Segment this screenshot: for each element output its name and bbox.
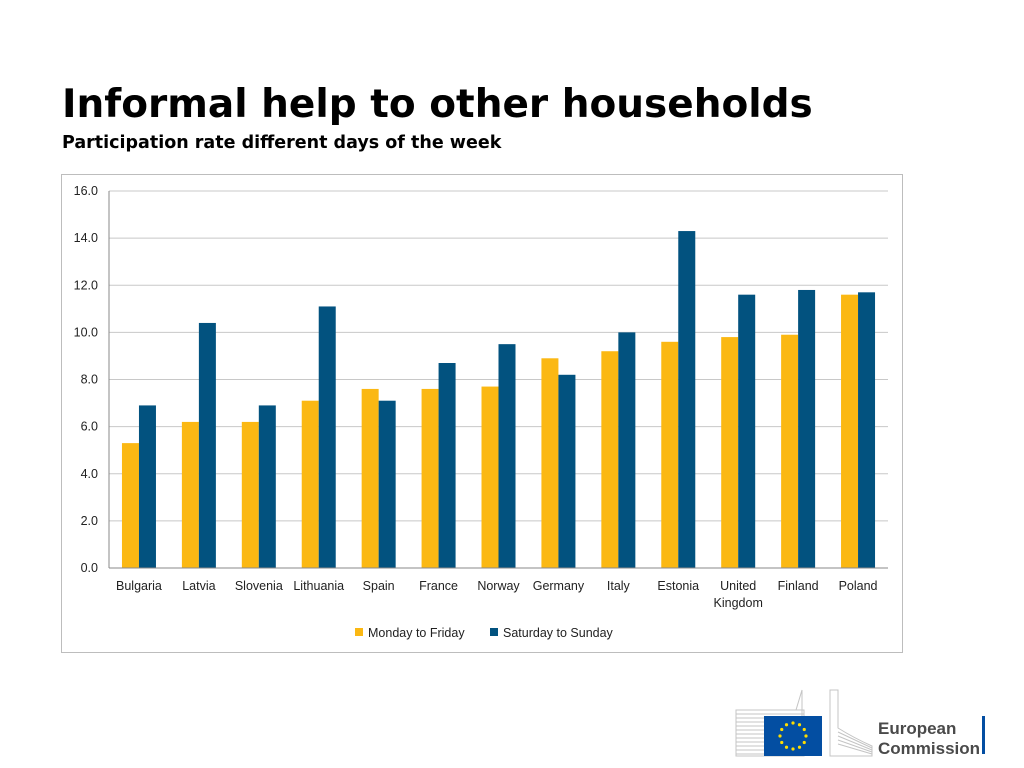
bar-saturday-to-sunday	[558, 374, 576, 568]
x-category-label: Germany	[533, 579, 585, 593]
bar-saturday-to-sunday	[858, 292, 876, 568]
european-commission-logo	[734, 688, 994, 758]
x-category-label: Finland	[778, 579, 819, 593]
bar-saturday-to-sunday	[618, 332, 636, 568]
bar-saturday-to-sunday	[798, 289, 816, 568]
legend-swatch	[355, 628, 363, 636]
x-category-label: Bulgaria	[116, 579, 162, 593]
commission-building-icon	[735, 689, 873, 757]
bar-saturday-to-sunday	[378, 400, 396, 568]
star-icon	[802, 727, 806, 732]
bar-saturday-to-sunday	[258, 405, 276, 568]
bar-monday-to-friday	[421, 388, 439, 568]
slide-subtitle: Participation rate different days of the…	[62, 133, 502, 153]
legend-label: Monday to Friday	[368, 626, 465, 640]
legend-label: Saturday to Sunday	[503, 626, 614, 640]
bar-monday-to-friday	[601, 351, 619, 568]
y-tick-label: 8.0	[81, 373, 98, 387]
x-category-label: Spain	[363, 579, 395, 593]
bar-monday-to-friday	[481, 386, 499, 568]
x-category-label: Lithuania	[293, 579, 344, 593]
bar-saturday-to-sunday	[198, 322, 216, 568]
bar-monday-to-friday	[181, 421, 199, 568]
bar-monday-to-friday	[781, 334, 799, 568]
slide-title: Informal help to other households	[62, 82, 813, 127]
bar-saturday-to-sunday	[738, 294, 756, 568]
bar-monday-to-friday	[661, 341, 679, 568]
x-category-label: Kingdom	[714, 596, 763, 610]
x-category-label: Italy	[607, 579, 631, 593]
y-tick-label: 14.0	[74, 231, 98, 245]
star-icon	[780, 727, 784, 732]
star-icon	[778, 734, 782, 738]
bar-saturday-to-sunday	[318, 306, 336, 568]
bar-saturday-to-sunday	[678, 231, 696, 568]
x-category-label: Estonia	[657, 579, 699, 593]
star-icon	[791, 747, 795, 751]
bar-chart: 0.0 2.0 4.0 6.0 8.0 10.0 12.0 14.0 16.0 Bulgaria L…	[74, 184, 888, 640]
y-tick-label: 2.0	[81, 514, 98, 528]
star-icon	[797, 723, 802, 727]
y-tick-label: 12.0	[74, 278, 98, 292]
star-icon	[802, 740, 806, 745]
star-icon	[804, 734, 808, 738]
bar-monday-to-friday	[121, 443, 139, 568]
star-icon	[784, 745, 789, 749]
bar-saturday-to-sunday	[438, 363, 456, 568]
x-category-label: France	[419, 579, 458, 593]
bar-monday-to-friday	[301, 400, 319, 568]
bar-monday-to-friday	[241, 421, 259, 568]
star-icon	[780, 740, 784, 745]
bar-monday-to-friday	[721, 337, 739, 568]
chart-frame: 0.0 2.0 4.0 6.0 8.0 10.0 12.0 14.0 16.0 Bulgaria L…	[61, 174, 903, 653]
y-tick-label: 6.0	[81, 420, 98, 434]
y-tick-label: 10.0	[74, 325, 98, 339]
x-category-label: Norway	[477, 579, 520, 593]
y-tick-label: 0.0	[81, 561, 98, 575]
legend-swatch	[490, 628, 498, 636]
y-tick-label: 16.0	[74, 184, 98, 198]
logo-divider	[982, 716, 985, 754]
x-category-label: Poland	[839, 579, 878, 593]
bar-saturday-to-sunday	[138, 405, 156, 568]
bar-monday-to-friday	[361, 388, 379, 568]
star-icon	[797, 745, 802, 749]
star-icon	[791, 721, 795, 725]
x-category-label: Latvia	[182, 579, 215, 593]
bar-monday-to-friday	[541, 358, 559, 568]
y-tick-label: 4.0	[81, 467, 98, 481]
x-category-label: Slovenia	[235, 579, 283, 593]
logo-text-line1: European	[878, 719, 957, 738]
x-category-label: United	[720, 579, 756, 593]
logo-text-line2: Commission	[878, 739, 981, 758]
eu-flag-stars	[778, 721, 808, 751]
star-icon	[784, 723, 789, 727]
bar-saturday-to-sunday	[498, 344, 516, 568]
bar-monday-to-friday	[841, 294, 859, 568]
